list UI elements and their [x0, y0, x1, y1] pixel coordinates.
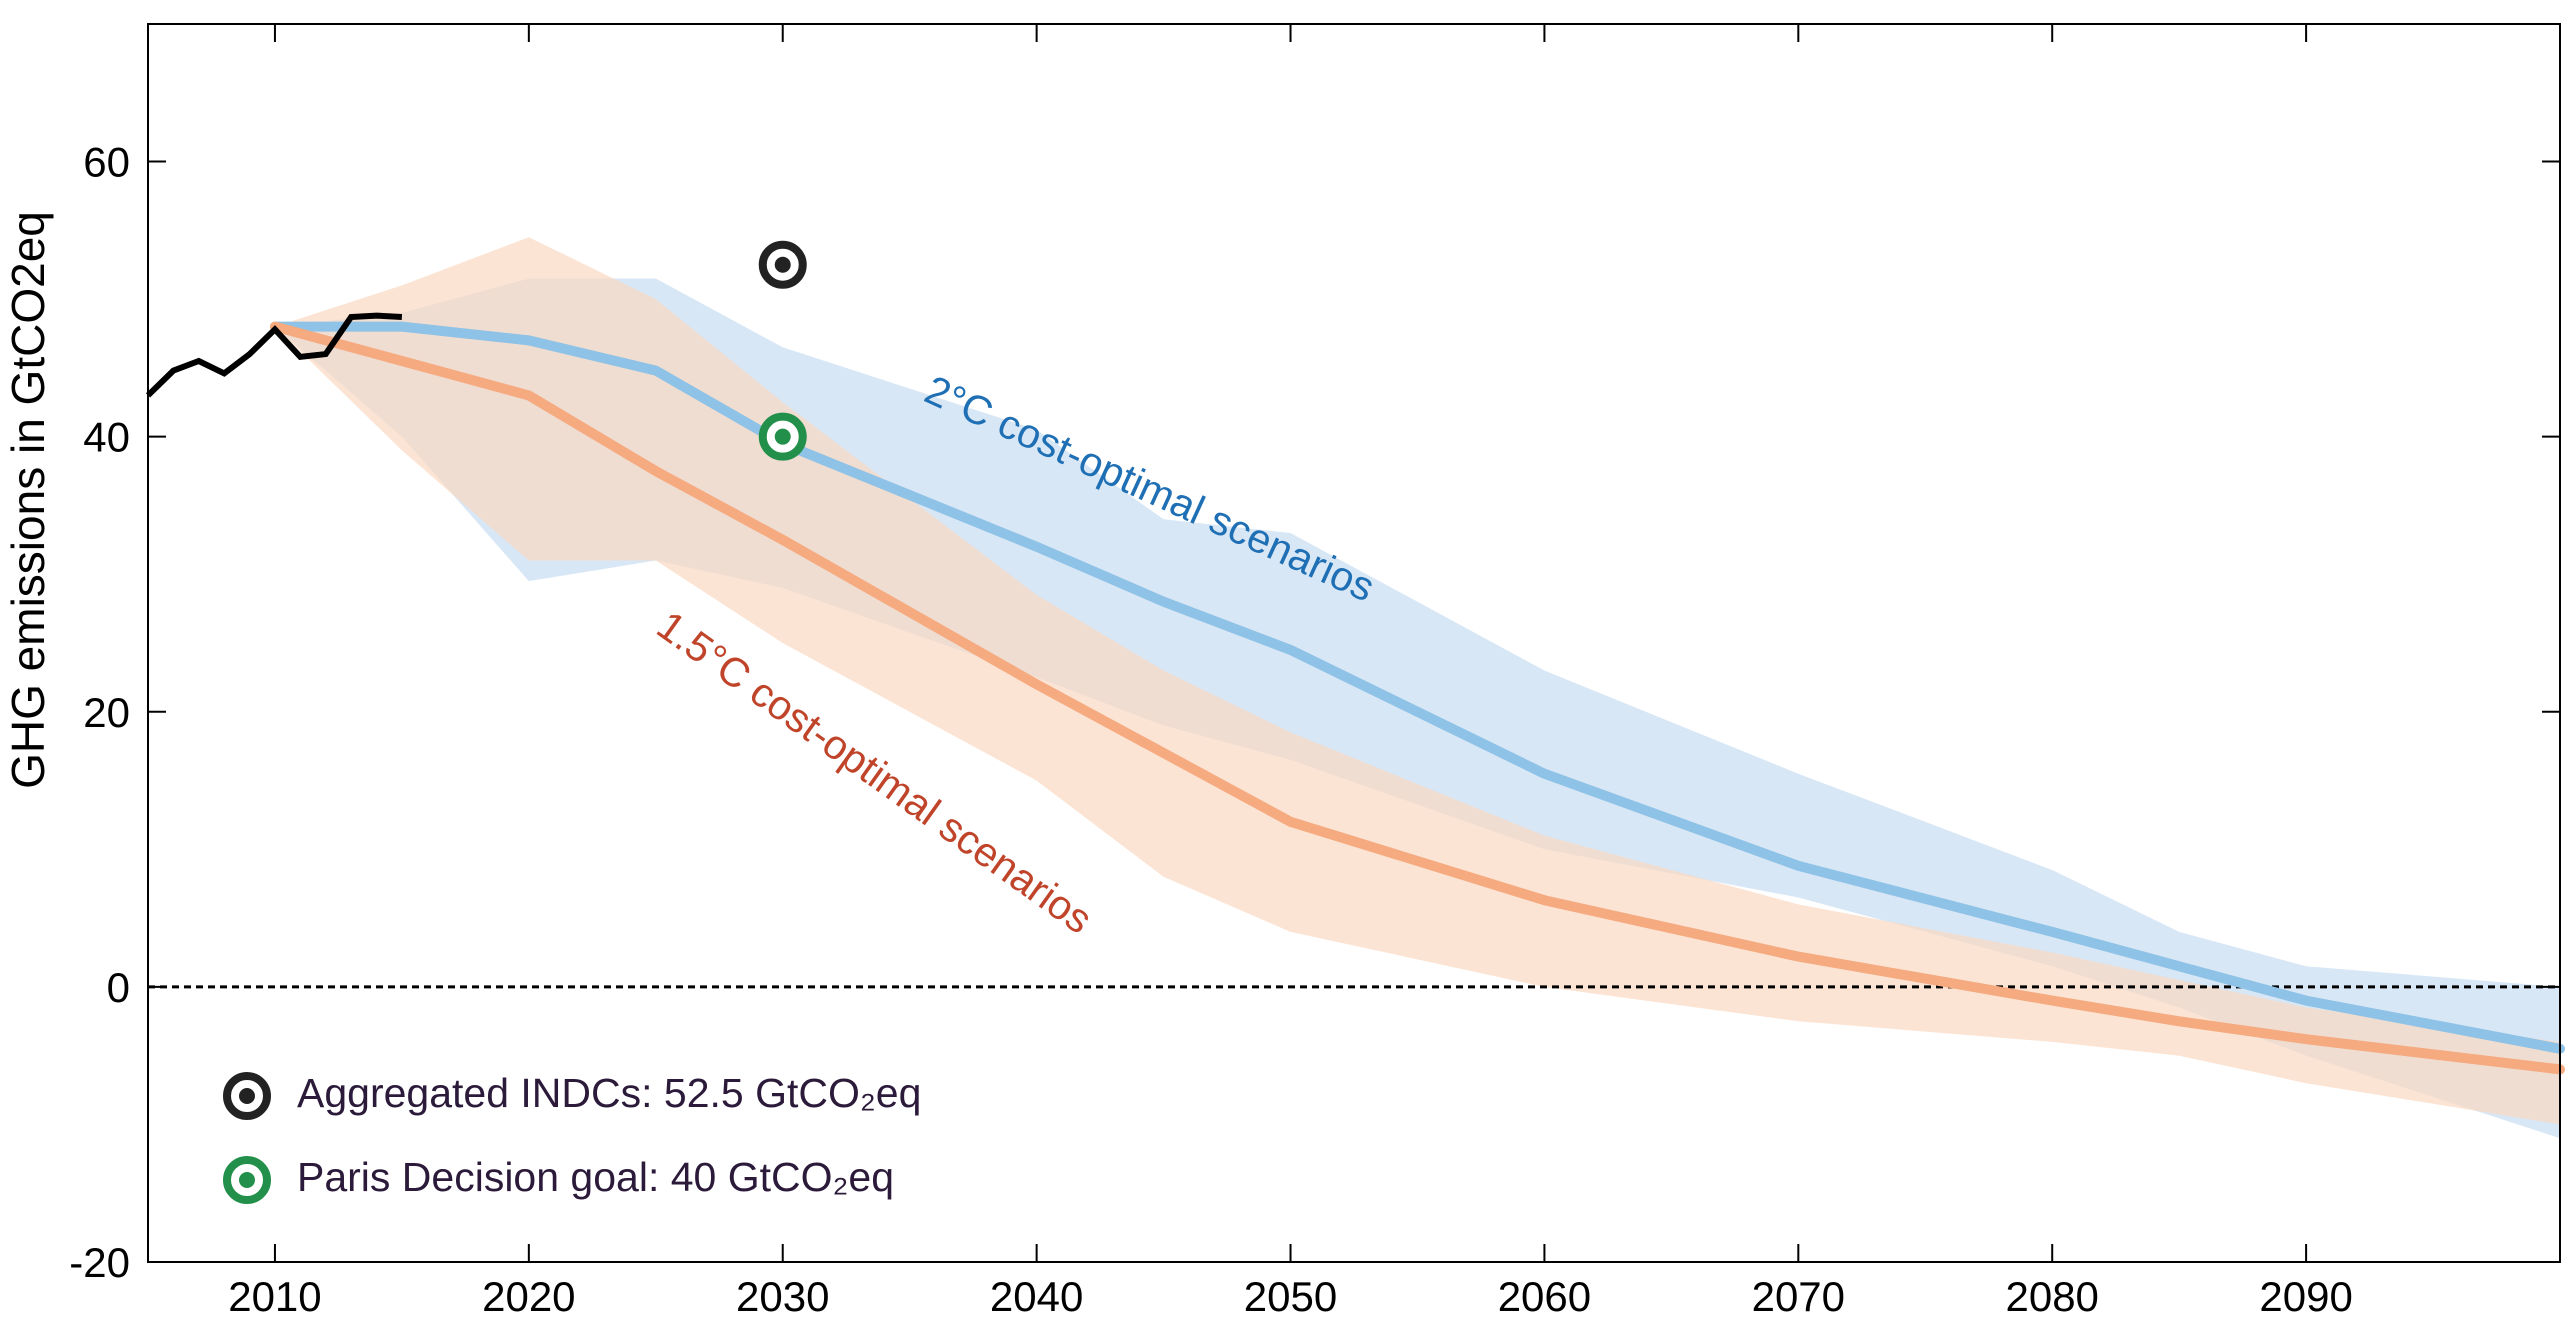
y-tick-label: 40: [83, 414, 130, 461]
line-series-0: [269, 321, 2565, 1054]
x-tick-label: 2060: [1498, 1273, 1591, 1320]
legend-label-paris: Paris Decision goal: 40 GtCO₂eq: [297, 1154, 894, 1200]
scenario-bands: [274, 237, 2561, 1139]
x-tick-label: 2010: [228, 1273, 321, 1320]
legend-marker-paris-dot: [239, 1172, 255, 1188]
y-axis-label: GHG emissions in GtCO2eq: [2, 211, 54, 789]
x-tick-label: 2090: [2259, 1273, 2352, 1320]
x-tick-label: 2050: [1244, 1273, 1337, 1320]
y-tick-label: -20: [69, 1239, 130, 1286]
band-series-1: [274, 237, 2561, 1125]
plot-frame: [147, 23, 2561, 1263]
legend-label-indcs: Aggregated INDCs: 52.5 GtCO₂eq: [297, 1070, 921, 1116]
x-tick-label: 2040: [990, 1273, 1083, 1320]
legend-marker-indcs-dot: [239, 1088, 255, 1104]
legend-marker-paris: [223, 1156, 271, 1204]
legend-item-paris: Paris Decision goal: 40 GtCO₂eq: [223, 1154, 894, 1204]
legend: Aggregated INDCs: 52.5 GtCO₂eq Paris Dec…: [223, 1070, 921, 1204]
x-tick-label: 2070: [1752, 1273, 1845, 1320]
x-tick-label: 2020: [482, 1273, 575, 1320]
historical-emissions: [145, 312, 403, 398]
y-tick-label: 0: [107, 964, 130, 1011]
axes: 2010 2020 2030 2040 2050 2060 2070 2080 2090-200…: [69, 23, 2561, 1320]
scenario-lines: [269, 321, 2565, 1075]
target-markers: [758, 240, 807, 461]
historical-line: [145, 312, 403, 398]
target-point-dot-0: [774, 256, 791, 273]
legend-item-indcs: Aggregated INDCs: 52.5 GtCO₂eq: [223, 1070, 921, 1120]
target-point-dot-1: [774, 428, 791, 445]
y-tick-label: 60: [83, 139, 130, 186]
y-tick-label: 20: [83, 689, 130, 736]
x-tick-label: 2080: [2005, 1273, 2098, 1320]
line-series-1: [269, 321, 2565, 1075]
x-tick-label: 2030: [736, 1273, 829, 1320]
legend-marker-indcs: [223, 1072, 271, 1120]
